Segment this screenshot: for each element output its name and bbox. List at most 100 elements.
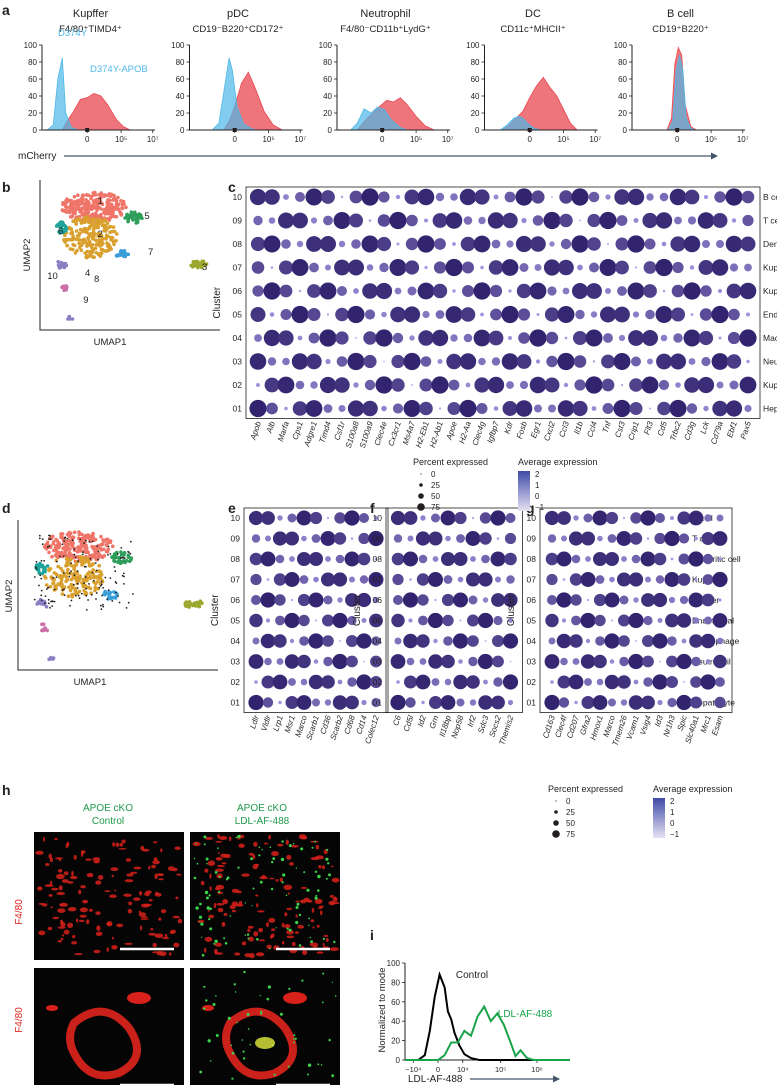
celltype-label: Dendritic cell [763,239,777,249]
expression-dot [263,282,281,300]
umap-point [89,253,93,257]
y-tick-label: 100 [319,41,333,50]
f480-signal [218,836,228,840]
expression-dot [726,354,742,369]
panel_c-dotplot: 10B cell09T cell08Dendritic cell07Kupffe… [212,186,777,449]
expression-dot [659,660,661,663]
expression-dot [363,660,365,663]
expression-dot [711,305,729,324]
f480-signal [57,926,66,929]
expression-dot [332,572,348,587]
ldl-signal [250,857,253,861]
expression-dot [718,336,722,340]
expression-dot [557,511,571,525]
umap-point [76,193,80,197]
spatial-dot [61,543,64,546]
expression-dot [698,330,714,346]
umap-point [64,543,68,548]
expression-dot [551,196,553,198]
expression-dot [573,331,587,345]
ldl-signal [196,862,199,865]
gene-label: Lck [698,419,711,435]
y-tick-label: 80 [618,58,627,67]
expression-dot [546,573,558,586]
expression-dot [433,261,447,274]
expression-dot [362,400,378,417]
expression-dot [740,236,756,252]
expression-dot [746,359,750,364]
f480-signal [116,923,124,928]
umap-point [197,604,202,609]
expression-dot [356,592,372,608]
micrograph-background [34,968,184,1085]
umap-point [50,554,54,559]
umap-point [83,543,87,548]
f480-signal [247,928,251,933]
f480-signal [65,843,68,849]
expression-dot [416,573,430,586]
ldl-signal [307,1063,312,1067]
expression-dot [570,594,582,606]
expression-dot [334,377,350,393]
size-legend-dot [555,800,557,802]
expression-dot [586,598,590,602]
ldl-signal [217,847,219,849]
umap-point [107,192,112,196]
cluster-tick-label: 08 [233,239,243,249]
f480-signal [268,834,271,840]
umap-point [111,544,115,549]
umap-point [98,254,103,258]
umap-point [73,211,77,215]
expression-dot [688,510,704,526]
expression-dot [483,679,488,685]
expression-dot [395,194,401,200]
cluster-tick-label: 03 [373,657,383,667]
ldl-signal [234,991,237,993]
expression-dot [670,557,674,561]
spatial-dot [75,594,77,597]
expression-dot [616,215,628,226]
f480-signal [119,842,124,847]
expression-dot [585,376,603,394]
spatial-dot [84,576,87,579]
umap-point [196,265,200,270]
ldl-signal [267,985,271,989]
expression-dot [473,329,491,347]
expression-dot [704,195,708,199]
ldl-signal [292,1038,295,1040]
umap-point [102,539,106,544]
expression-dot [689,265,695,270]
umap-point [77,532,82,536]
celltype-label: Hepatocyte [692,698,735,708]
spatial-dot [77,560,80,563]
expression-dot [584,678,592,686]
spatial-dot [63,594,66,597]
ldl-signal [199,902,202,906]
f480-signal [208,914,215,919]
expression-dot [465,531,481,546]
legend-pair: D374Y-APOB [90,64,148,75]
umap-point [112,590,116,594]
ldl-signal [243,970,246,974]
expression-dot [491,239,501,249]
expression-dot [559,190,573,204]
f480-signal [158,878,165,881]
expression-dot [391,613,405,628]
expression-dot [459,188,477,206]
expression-dot [712,571,728,588]
f480-signal [223,913,228,916]
umap-point [82,588,86,593]
spatial-dot [48,534,50,537]
expression-dot [506,240,514,248]
expression-dot [502,401,518,416]
spatial-dot [104,576,107,579]
f480-signal [142,848,150,852]
spatial-dot [33,598,36,601]
ldl-signal [203,835,207,839]
umap-point [63,208,67,213]
y-tick-label: 60 [618,75,627,84]
row-label: F4/80 [14,899,25,925]
ldl-signal [224,942,228,945]
ldl-signal [193,876,197,880]
